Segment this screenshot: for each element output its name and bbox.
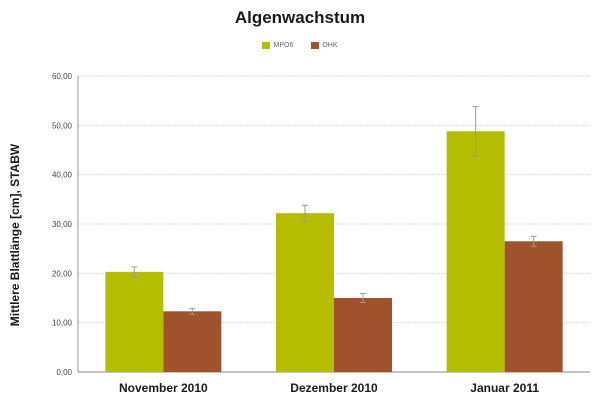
bar (163, 311, 222, 372)
x-tick-label: Januar 2011 (470, 381, 539, 395)
y-tick-label: 0,00 (56, 368, 72, 377)
legend-swatch-series-2 (311, 42, 320, 49)
x-tick-label: Dezember 2010 (290, 381, 378, 395)
bar (105, 271, 164, 372)
bar (334, 298, 392, 372)
y-tick-label: 10,00 (52, 319, 73, 328)
legend-label-series-2: OHK (322, 42, 338, 49)
y-tick-label: 60,00 (52, 72, 73, 81)
y-tick-label: 40,00 (52, 171, 73, 180)
y-tick-label: 50,00 (52, 121, 73, 130)
y-tick-label: 30,00 (52, 220, 73, 229)
legend-item-series-1: MPO6 (262, 42, 293, 49)
legend-item-series-2: OHK (311, 42, 338, 49)
chart-title: Algenwachstum (234, 8, 366, 27)
x-tick-label: November 2010 (119, 381, 208, 395)
legend: MPO6 OHK (0, 42, 600, 49)
bar (446, 131, 505, 372)
legend-swatch-series-1 (262, 42, 271, 49)
bar (504, 241, 563, 372)
y-tick-label: 20,00 (52, 269, 73, 278)
bar (276, 213, 334, 372)
legend-label-series-1: MPO6 (273, 42, 294, 49)
